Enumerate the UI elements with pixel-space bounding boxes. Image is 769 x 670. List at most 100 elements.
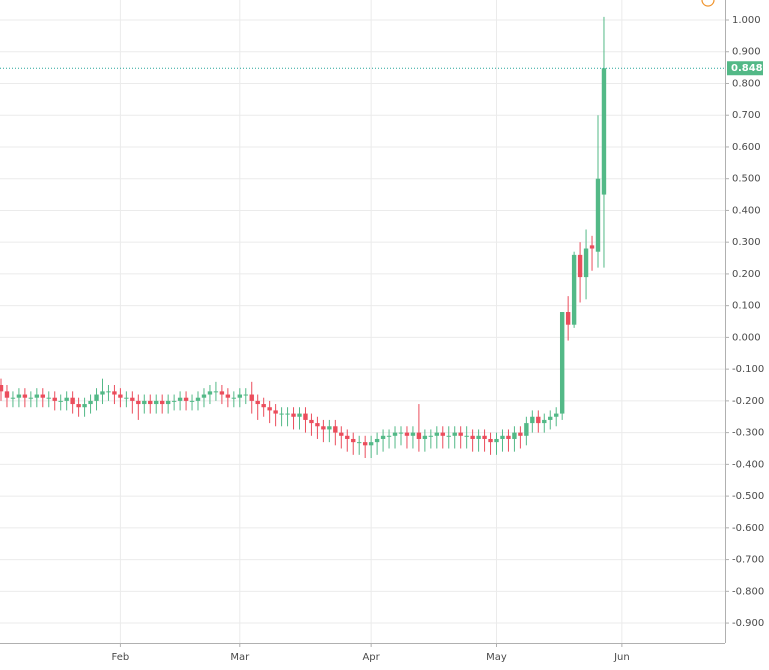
- candle-body: [422, 435, 428, 439]
- candle-body: [249, 394, 254, 401]
- x-tick-label: Apr: [362, 652, 380, 663]
- candle-body: [303, 413, 308, 420]
- candle-body: [46, 397, 51, 399]
- candle-body: [58, 400, 63, 402]
- candle-body: [22, 394, 28, 398]
- candle-body: [339, 432, 344, 436]
- candle-body: [219, 391, 225, 395]
- candle-body: [565, 312, 571, 325]
- candle-body: [345, 435, 350, 439]
- alert-icon[interactable]: [701, 0, 715, 7]
- candle-body: [142, 400, 147, 405]
- candle-body: [559, 312, 565, 414]
- candle-body: [571, 254, 577, 325]
- candle-body: [189, 400, 195, 402]
- y-tick-label: -0.700: [732, 555, 764, 566]
- candle-body: [10, 397, 16, 399]
- candle-body: [106, 391, 111, 393]
- candle-body: [434, 432, 440, 436]
- y-tick-label: 0.400: [732, 205, 761, 216]
- candle-body: [76, 404, 81, 408]
- candle-body: [500, 435, 505, 439]
- candle-body: [88, 400, 93, 405]
- candle-body: [458, 432, 463, 436]
- candle-body: [464, 435, 469, 437]
- candle-body: [112, 391, 117, 395]
- candle-body: [542, 419, 547, 424]
- y-tick-label: -0.800: [732, 586, 764, 597]
- candle-body: [392, 432, 398, 436]
- candle-body: [554, 413, 559, 417]
- candle-body: [315, 423, 320, 427]
- candle-body: [583, 248, 589, 278]
- candle-body: [243, 394, 248, 396]
- candle-body: [374, 438, 380, 443]
- candle-body: [94, 394, 99, 401]
- candle-body: [255, 400, 260, 405]
- candle-body: [261, 404, 266, 408]
- candle-body: [267, 407, 272, 411]
- candle-body: [297, 413, 302, 417]
- candle-body: [0, 385, 4, 392]
- candle-body: [124, 397, 129, 399]
- y-tick-label: 0.700: [732, 110, 761, 121]
- candle-body: [285, 413, 290, 415]
- y-tick-label: -0.900: [732, 618, 764, 629]
- candle-body: [291, 413, 296, 417]
- candle-body: [368, 442, 374, 446]
- candle-body: [321, 426, 326, 430]
- y-tick-label: 0.600: [732, 142, 761, 153]
- candle-body: [52, 397, 57, 401]
- candle-body: [601, 68, 607, 195]
- candle-body: [494, 438, 499, 443]
- candle-body: [148, 400, 153, 405]
- candle-body: [213, 391, 219, 393]
- y-tick-label: -0.600: [732, 523, 764, 534]
- last-price-label: 0.848: [731, 63, 763, 74]
- candle-body: [207, 391, 213, 395]
- candle-body: [452, 432, 457, 436]
- y-tick-label: -0.100: [732, 364, 764, 375]
- y-tick-label: 0.500: [732, 174, 761, 185]
- candle-body: [231, 397, 237, 399]
- x-tick-label: Jun: [613, 652, 630, 663]
- y-tick-label: 0.800: [732, 78, 761, 89]
- candle-body: [351, 438, 356, 443]
- candle-body: [4, 391, 10, 398]
- candle-body: [154, 400, 159, 405]
- candle-body: [512, 432, 517, 439]
- candle-body: [410, 432, 416, 436]
- candle-body: [183, 397, 189, 401]
- candle-body: [440, 432, 445, 436]
- candle-body: [309, 419, 314, 424]
- candle-body: [548, 416, 553, 420]
- candle-body: [333, 426, 338, 433]
- candle-body: [159, 400, 165, 405]
- candle-body: [279, 413, 284, 415]
- candle-body: [577, 254, 583, 278]
- candle-body: [416, 432, 422, 439]
- candle-body: [506, 435, 511, 439]
- candle-body: [195, 397, 201, 401]
- y-tick-label: 0.200: [732, 269, 761, 280]
- candle-body: [201, 394, 207, 398]
- y-tick-label: 1.000: [732, 15, 761, 26]
- candle-body: [70, 397, 75, 405]
- y-tick-label: -0.400: [732, 459, 764, 470]
- candle-body: [482, 435, 487, 439]
- candle-body: [118, 394, 123, 398]
- candle-body: [386, 435, 392, 437]
- candle-body: [237, 394, 242, 398]
- y-tick-label: -0.300: [732, 428, 764, 439]
- y-tick-label: 0.100: [732, 301, 761, 312]
- candle-body: [64, 397, 69, 401]
- candle-body: [225, 394, 231, 398]
- candle-body: [130, 397, 135, 401]
- last-price-box: [727, 61, 763, 76]
- candle-body: [536, 416, 541, 424]
- candle-body: [589, 245, 595, 249]
- candle-body: [165, 400, 171, 405]
- candle-body: [470, 435, 475, 439]
- candle-body: [171, 400, 177, 402]
